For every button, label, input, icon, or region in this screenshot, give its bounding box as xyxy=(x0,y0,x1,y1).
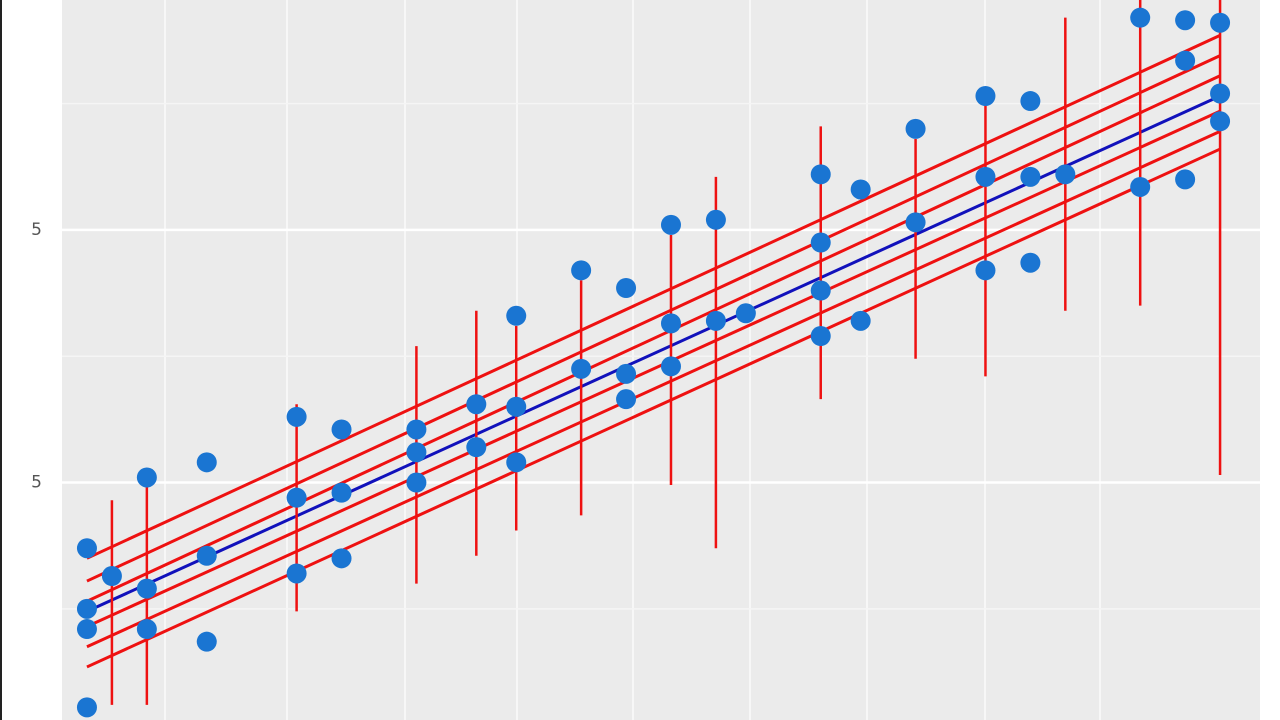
data-point xyxy=(975,166,996,187)
data-point xyxy=(975,260,996,281)
data-point xyxy=(810,326,831,346)
fit-line xyxy=(86,130,1221,649)
y-tick-label: 5 xyxy=(31,220,42,240)
data-point xyxy=(196,545,217,566)
data-point xyxy=(101,566,122,586)
data-point xyxy=(905,212,926,233)
plot-marks xyxy=(76,0,1231,718)
data-point xyxy=(406,442,427,463)
data-point xyxy=(76,538,97,559)
data-point xyxy=(1175,169,1196,190)
fit-line xyxy=(86,147,1221,669)
data-point xyxy=(286,406,307,427)
data-point xyxy=(905,118,926,139)
data-point xyxy=(705,209,726,230)
data-point xyxy=(616,389,637,410)
data-point xyxy=(76,619,97,640)
data-point xyxy=(196,452,217,473)
fit-line xyxy=(86,109,1221,628)
data-point xyxy=(406,472,427,493)
data-point xyxy=(571,358,592,379)
data-point xyxy=(616,363,637,384)
data-point xyxy=(1020,91,1041,112)
data-point xyxy=(1130,176,1151,197)
data-point xyxy=(136,467,157,488)
data-point xyxy=(1055,164,1076,185)
data-point xyxy=(506,396,527,417)
fit-line xyxy=(86,34,1221,560)
data-point xyxy=(1175,10,1196,31)
data-point xyxy=(705,310,726,331)
data-point xyxy=(1020,252,1041,273)
data-point xyxy=(1210,111,1231,132)
data-point xyxy=(1020,166,1041,187)
y-tick-label: 5 xyxy=(31,473,42,493)
data-point xyxy=(196,631,217,652)
fit-line xyxy=(86,54,1221,583)
panel-background xyxy=(62,0,1260,720)
data-point xyxy=(331,482,352,503)
data-point xyxy=(331,419,352,440)
data-point xyxy=(506,305,527,326)
data-point xyxy=(975,86,996,106)
data-point xyxy=(1175,50,1196,71)
data-point xyxy=(286,487,307,508)
data-point xyxy=(1210,83,1231,104)
data-point xyxy=(660,214,681,235)
data-point xyxy=(660,356,681,377)
data-point xyxy=(466,394,487,415)
data-point xyxy=(136,619,157,640)
data-point xyxy=(850,310,871,331)
data-point xyxy=(660,313,681,334)
data-point xyxy=(1130,7,1151,28)
data-point xyxy=(136,578,157,599)
data-point xyxy=(850,179,871,200)
data-point xyxy=(286,563,307,584)
data-point xyxy=(466,437,487,458)
data-point xyxy=(735,303,756,324)
horizontal-grid xyxy=(62,102,1260,610)
data-point xyxy=(810,164,831,185)
data-point xyxy=(406,419,427,440)
data-point xyxy=(506,452,527,473)
data-point xyxy=(331,548,352,569)
data-point xyxy=(76,697,97,718)
data-point xyxy=(810,280,831,301)
data-point xyxy=(810,232,831,253)
fit-line xyxy=(86,74,1221,603)
data-point xyxy=(616,278,637,298)
data-point xyxy=(1210,12,1231,33)
data-point xyxy=(76,598,97,619)
data-point xyxy=(571,260,592,281)
axis-labels: 55 xyxy=(31,220,42,493)
